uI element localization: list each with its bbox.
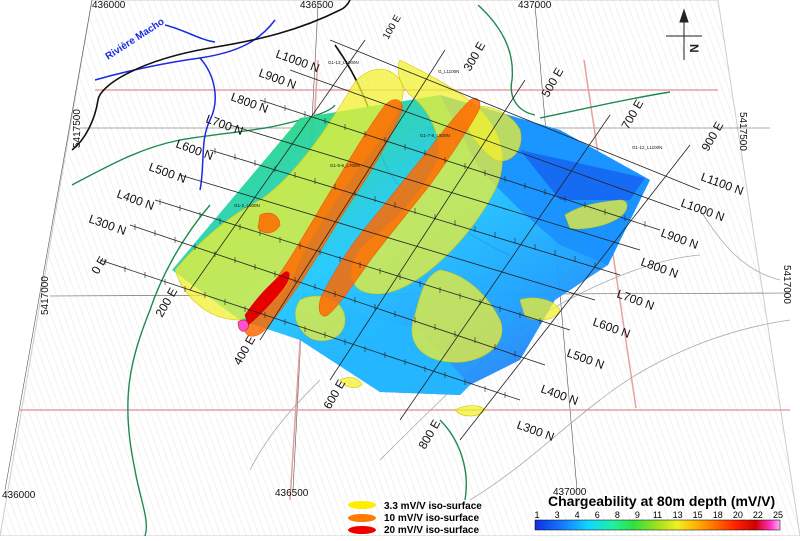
annotation-5: G1-5-6_L700N [330,163,360,168]
easting-bottom-436500: 436500 [275,488,309,499]
legend-label-10: 10 mV/V iso-surface [384,513,479,524]
north-arrow-label: N [687,44,701,53]
northing-5417500-right: 5417500 [737,112,748,151]
colorbar-tick-9: 18 [713,510,723,520]
colorbar-tick-4: 8 [615,510,620,520]
colorbar-tick-7: 13 [673,510,683,520]
colorbar-tick-5: 9 [635,510,640,520]
easting-top-436000: 436000 [92,0,126,11]
legend-label-3-3: 3.3 mV/V iso-surface [384,501,482,512]
colorbar-tick-8: 15 [693,510,703,520]
annotation-6: G1-2_L500N [234,203,260,208]
survey-ticks [104,98,646,398]
colorbar-tick-2: 4 [575,510,580,520]
annotation-4: G1-12_L1100N [632,145,662,150]
colorbar-tick-6: 11 [653,510,662,520]
colorbar-tick-10: 20 [733,510,743,520]
legend: 3.3 mV/V iso-surface 10 mV/V iso-surface… [348,501,482,536]
northing-5417500: 5417500 [72,109,83,148]
legend-swatch-red [348,526,376,534]
north-arrow-icon [666,8,702,60]
annotation-3: G1-7-8_L500N [420,133,450,138]
easting-top-436500: 436500 [300,0,334,11]
survey-lines [99,39,701,441]
colorbar-gradient [534,519,781,531]
northing-5417000: 5417000 [40,276,51,315]
legend-swatch-orange [348,514,376,522]
easting-top-437000: 437000 [518,0,552,11]
northing-5417000-right: 5417000 [781,265,792,304]
legend-swatch-yellow [348,501,376,509]
colorbar-tick-11: 22 [753,510,763,520]
colorbar-tick-1: 3 [555,510,560,520]
legend-label-20: 20 mV/V iso-surface [384,525,479,536]
colorbar-tick-3: 6 [595,510,600,520]
annotation-1: G1-13_L1000N [328,60,359,65]
easting-bottom-436000: 436000 [2,490,36,501]
easting-bottom-437000: 437000 [553,487,587,498]
colorbar-tick-0: 1 [534,510,539,520]
colorbar-tick-12: 25 [773,510,783,520]
river [94,19,276,191]
annotation-2: G_L1100N [438,69,459,74]
colorbar-title: Chargeability at 80m depth (mV/V) [548,493,775,509]
